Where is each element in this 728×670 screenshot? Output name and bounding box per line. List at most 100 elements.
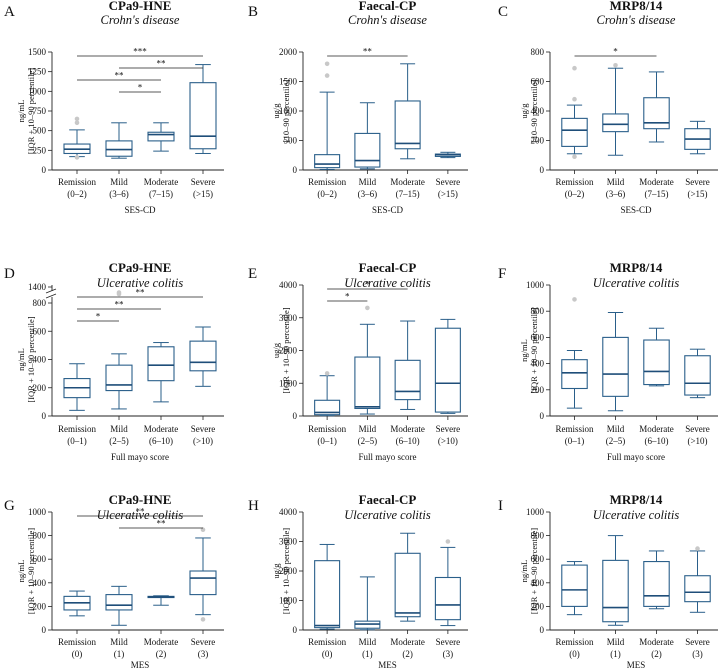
- iqr-box: [602, 113, 629, 133]
- panel-title: MRP8/14: [610, 0, 663, 13]
- y-tick-label: 200: [33, 601, 47, 611]
- significance-label: **: [157, 59, 167, 69]
- panel-title: MRP8/14: [610, 260, 663, 275]
- outlier-point: [200, 527, 206, 532]
- y-tick-label: 600: [33, 554, 47, 564]
- category-range: (3–6): [358, 189, 378, 199]
- box-3: [643, 327, 670, 387]
- outlier-point: [324, 61, 330, 67]
- category-label: Remission: [308, 424, 347, 434]
- panel-label: B: [248, 4, 258, 20]
- box-4: [684, 546, 711, 613]
- category-label: Remission: [555, 177, 594, 187]
- iqr-box: [643, 97, 670, 130]
- y-axis-label-line: [IQR + 10–90 percentile]: [26, 528, 36, 614]
- significance-label: *: [365, 280, 370, 290]
- panel-title: Faecal-CP: [359, 260, 417, 275]
- y-axis-label-line: ug/g: [271, 103, 281, 119]
- y-tick-label: 1000: [526, 280, 545, 290]
- iqr-box: [602, 559, 629, 623]
- y-tick-label: 800: [33, 298, 47, 308]
- box-3: [394, 320, 421, 410]
- box-3: [147, 122, 175, 152]
- y-axis-label: ug/g[IQR + 10–90 percentile]: [271, 528, 291, 614]
- category-label: Severe: [436, 424, 461, 434]
- category-range: (0–1): [317, 436, 337, 446]
- outlier-point: [200, 617, 206, 622]
- category-label: Mild: [607, 177, 625, 187]
- y-tick-label: 0: [293, 625, 298, 635]
- y-axis-label-line: ug/g: [271, 563, 281, 579]
- category-label: Remission: [555, 637, 594, 647]
- iqr-box: [602, 336, 629, 397]
- category-label: Moderate: [144, 424, 178, 434]
- category-range: (1): [610, 649, 621, 659]
- outlier-point: [324, 73, 330, 78]
- axis-break-mark: [45, 288, 57, 294]
- panel-title: CPa9-HNE: [109, 260, 172, 275]
- y-tick-label: 800: [33, 531, 47, 541]
- box-2: [105, 585, 133, 626]
- significance-label: *: [138, 83, 143, 93]
- panel-label: H: [248, 498, 259, 514]
- category-range: (0–2): [67, 189, 87, 199]
- category-range: (2–5): [358, 436, 378, 446]
- y-axis-label-line: [IQR + 10–90 percentile]: [529, 528, 539, 614]
- panel-label: F: [498, 266, 506, 282]
- category-range: (7–15): [645, 189, 669, 199]
- y-axis-label-line: [10–90 percentile]: [529, 80, 539, 143]
- y-tick-label: 0: [540, 625, 545, 635]
- x-axis-label: Full mayo score: [111, 452, 169, 462]
- y-tick-label: 800: [531, 306, 545, 316]
- category-label: Remission: [555, 424, 594, 434]
- x-axis-label: Full mayo score: [607, 452, 665, 462]
- box-1: [314, 543, 341, 630]
- y-tick-label: 400: [33, 578, 47, 588]
- category-range: (0): [72, 649, 83, 659]
- category-range: (1): [362, 649, 373, 659]
- category-label: Severe: [191, 177, 216, 187]
- category-label: Mild: [359, 177, 377, 187]
- category-range: (>10): [687, 436, 707, 446]
- box-1: [63, 116, 91, 160]
- y-axis-label-line: ug/g: [519, 103, 529, 119]
- category-range: (2–5): [109, 436, 129, 446]
- panel-label: C: [498, 4, 508, 20]
- category-range: (0–2): [565, 189, 585, 199]
- box-1: [561, 65, 588, 160]
- panel-title: CPa9-HNE: [109, 492, 172, 507]
- y-tick-label: 200: [33, 383, 47, 393]
- y-tick-label: 1500: [279, 77, 298, 87]
- y-axis-label-line: [IQR + 10–90 percentile]: [281, 528, 291, 614]
- significance-label: **: [115, 300, 125, 310]
- y-axis-label-line: [IQR + 10–90 percentile]: [26, 68, 36, 154]
- category-label: Severe: [685, 424, 710, 434]
- y-axis-label: ug/g[10–90 percentile]: [271, 80, 291, 143]
- y-tick-label: 0: [540, 165, 545, 175]
- outlier-point: [74, 155, 80, 160]
- panel-label: A: [4, 4, 15, 20]
- y-tick-label: 1250: [28, 67, 47, 77]
- box-4: [684, 348, 711, 399]
- axis-break-mark: [45, 293, 57, 299]
- category-range: (2–5): [606, 436, 626, 446]
- iqr-box: [354, 356, 381, 410]
- panel-subtitle: Ulcerative colitis: [344, 276, 431, 290]
- y-tick-label: 0: [540, 411, 545, 421]
- category-label: Severe: [191, 637, 216, 647]
- iqr-box: [394, 552, 421, 618]
- category-range: (6–10): [645, 436, 669, 446]
- category-label: Mild: [359, 637, 377, 647]
- box-1: [561, 297, 588, 409]
- outlier-point: [74, 120, 80, 126]
- panel-title: Faecal-CP: [359, 0, 417, 13]
- y-axis-label: ng/mL[IQR + 10–90 percentile]: [519, 307, 539, 393]
- box-3: [643, 550, 670, 610]
- significance-label: *: [96, 312, 101, 322]
- significance-label: *: [345, 292, 350, 302]
- y-tick-label: 200: [531, 136, 545, 146]
- y-tick-label: 3000: [279, 537, 298, 547]
